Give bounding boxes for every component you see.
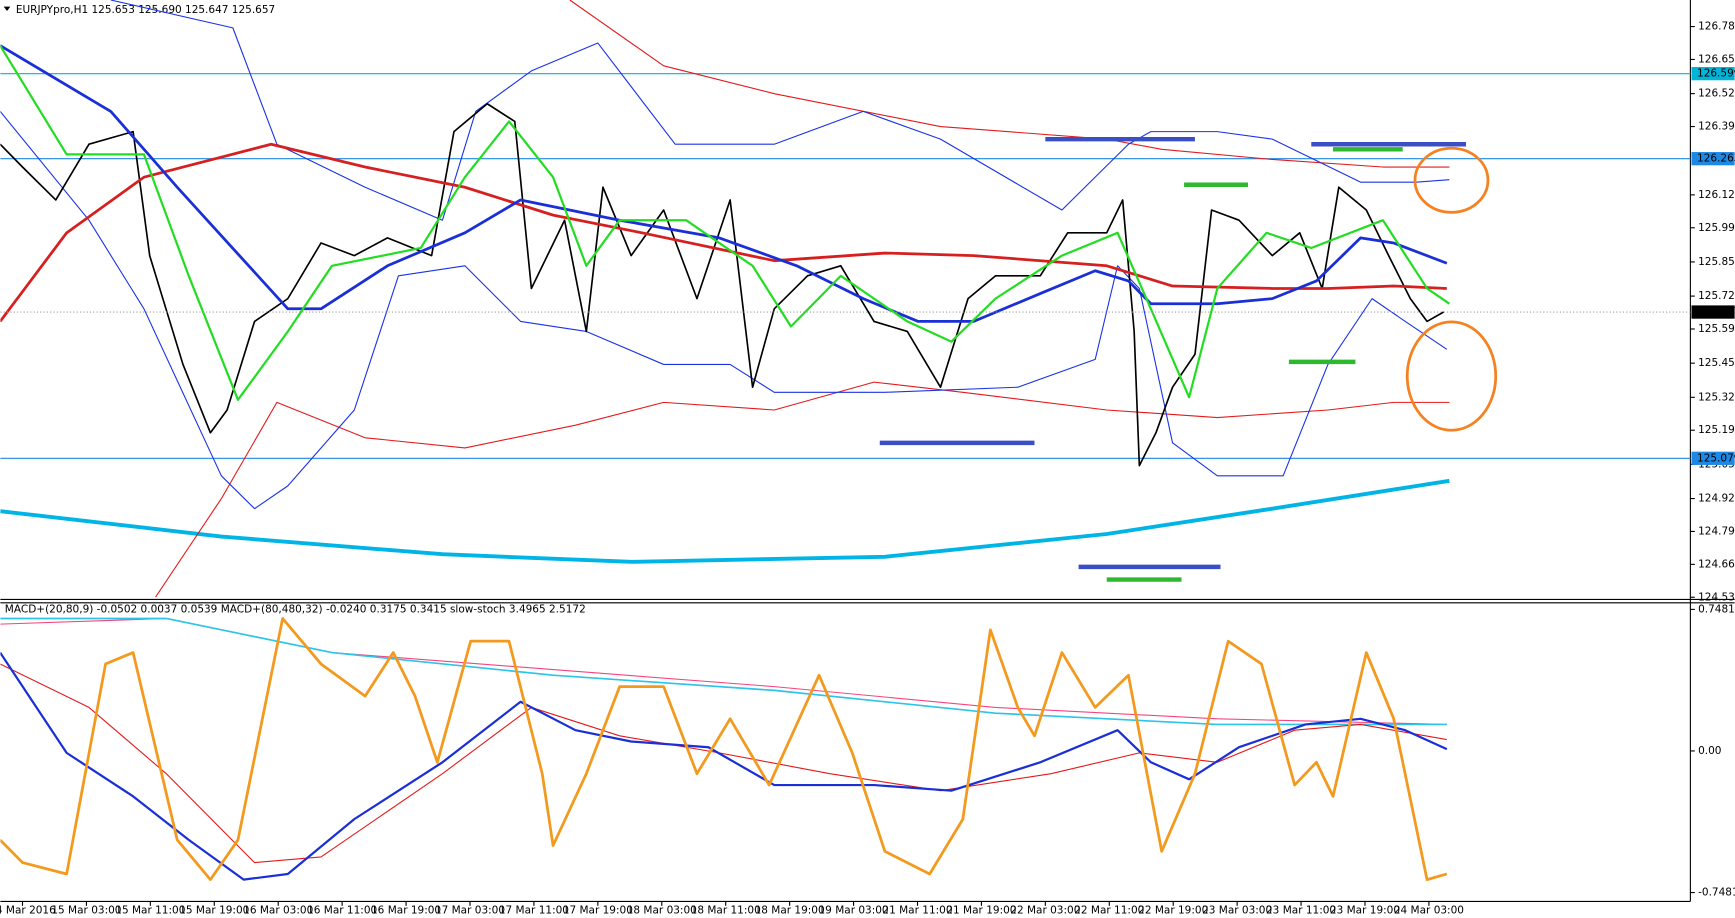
indicator-line: [154, 381, 1450, 598]
x-tick-label: 18 Mar 19:00: [755, 904, 825, 916]
x-tick-label: 16 Mar 19:00: [371, 904, 441, 916]
y-tick-label: 0.00: [1698, 745, 1721, 757]
indicator-line: [110, 0, 1450, 221]
y-tick-label: 0.7481: [1698, 603, 1735, 615]
indicator-line: [0, 478, 1450, 564]
x-tick-label: 17 Mar 03:00: [435, 904, 505, 916]
y-tick-label: 126.390: [1698, 121, 1735, 133]
y-tick-label: 125.320: [1698, 391, 1735, 403]
symbol-header: EURJPYpro,H1 125.653 125.690 125.647 125…: [16, 4, 275, 16]
y-tick-label: 124.920: [1698, 493, 1735, 505]
x-tick-label: 22 Mar 19:00: [1138, 904, 1208, 916]
x-tick-label: 16 Mar 11:00: [307, 904, 377, 916]
highlight-circle: [1413, 146, 1490, 214]
price-label: 126.263: [1697, 153, 1735, 165]
highlight-circle: [1405, 320, 1498, 432]
y-tick-label: 126.655: [1698, 53, 1735, 65]
y-tick-label: 125.855: [1698, 256, 1735, 268]
y-tick-label: 126.120: [1698, 189, 1735, 201]
x-tick-label: 23 Mar 11:00: [1266, 904, 1336, 916]
x-tick-label: 22 Mar 11:00: [1074, 904, 1144, 916]
x-tick-label: 19 Mar 03:00: [819, 904, 889, 916]
x-tick-label: 15 Mar 11:00: [115, 904, 185, 916]
y-tick-label: 125.590: [1698, 323, 1735, 335]
y-tick-label: 125.455: [1698, 357, 1735, 369]
price-label: 125.079: [1697, 452, 1735, 464]
indicator-header: MACD+(20,80,9) -0.0502 0.0037 0.0539 MAC…: [5, 603, 586, 615]
indicator-line: [0, 651, 1448, 881]
x-tick-label: 23 Mar 03:00: [1202, 904, 1272, 916]
indicator-line: [0, 102, 1445, 467]
y-tick-label: 125.720: [1698, 290, 1735, 302]
x-tick-label: 23 Mar 19:00: [1330, 904, 1400, 916]
x-tick-label: 18 Mar 11:00: [691, 904, 761, 916]
x-tick-label: 21 Mar 19:00: [946, 904, 1016, 916]
y-tick-label: -0.7481: [1698, 887, 1735, 899]
price-label-box: [1691, 451, 1735, 465]
x-tick-label: 17 Mar 19:00: [563, 904, 633, 916]
x-tick-label: 24 Mar 03:00: [1394, 904, 1464, 916]
y-tick-label: 126.520: [1698, 88, 1735, 100]
x-tick-label: 18 Mar 03:00: [627, 904, 697, 916]
x-tick-label: 15 Mar 03:00: [51, 904, 121, 916]
price-label-box: [1691, 152, 1735, 166]
indicator-line: [0, 617, 1448, 882]
menu-arrow[interactable]: [3, 6, 11, 12]
y-tick-label: 126.785: [1698, 21, 1735, 33]
y-tick-label: 124.790: [1698, 525, 1735, 537]
indicator-line: [0, 617, 1447, 726]
x-tick-label: 14 Mar 2016: [0, 904, 56, 916]
price-label-box: [1691, 67, 1735, 81]
y-tick-label: 124.660: [1698, 558, 1735, 570]
y-tick-label: 125.990: [1698, 222, 1735, 234]
indicator-line: [0, 44, 1451, 401]
y-tick-label: 125.190: [1698, 424, 1735, 436]
y-tick-label: 124.530: [1698, 591, 1735, 603]
price-label: 126.599: [1697, 68, 1735, 80]
x-tick-label: 15 Mar 19:00: [179, 904, 249, 916]
current-price-box: [1691, 305, 1735, 319]
x-tick-label: 16 Mar 03:00: [243, 904, 313, 916]
indicator-line: [0, 142, 1447, 323]
x-tick-label: 21 Mar 11:00: [882, 904, 952, 916]
x-tick-label: 17 Mar 11:00: [499, 904, 569, 916]
x-tick-label: 22 Mar 03:00: [1010, 904, 1080, 916]
current-price-label: 125.657: [1697, 306, 1735, 318]
